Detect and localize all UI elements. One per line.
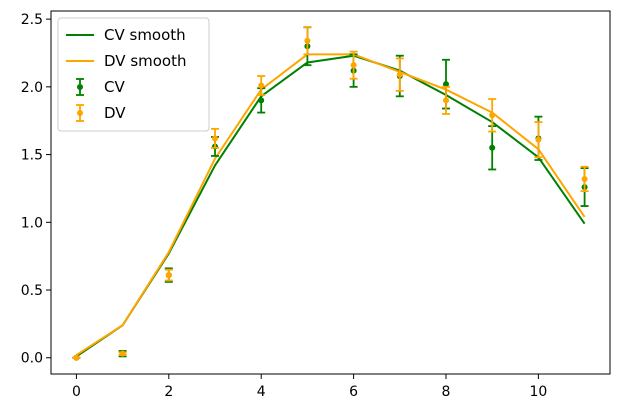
dv-marker <box>258 82 265 89</box>
dv-point <box>257 75 266 96</box>
x-tick-label: 0 <box>72 384 81 400</box>
y-tick-label: 1.5 <box>21 148 43 164</box>
dv-marker <box>489 112 496 119</box>
dv-point <box>441 85 450 115</box>
dv-point <box>580 165 589 193</box>
dv-marker <box>304 37 311 44</box>
dv-point <box>72 354 81 361</box>
dv-marker <box>396 71 403 78</box>
dv-point <box>534 121 543 159</box>
legend-item-cv-smooth: CV smooth <box>66 26 186 44</box>
legend-swatch-marker <box>77 84 83 90</box>
plot-frame <box>50 10 611 375</box>
dv-point <box>303 26 312 56</box>
x-tick-label: 8 <box>442 384 451 400</box>
y-tick-label: 0.5 <box>21 283 43 299</box>
dv-point <box>395 57 404 92</box>
x-tick-label: 6 <box>349 384 358 400</box>
dv-point <box>349 50 358 80</box>
x-tick-label: 4 <box>257 384 266 400</box>
legend-item-dv: DV <box>76 104 126 122</box>
legend-item-dv-smooth: DV smooth <box>66 52 187 70</box>
legend-item-cv: CV <box>76 78 125 96</box>
x-tick-label: 10 <box>529 384 547 400</box>
dv-marker <box>73 354 80 361</box>
legend-label: DV <box>104 104 126 122</box>
legend-swatch-marker <box>77 110 83 116</box>
legend-label: DV smooth <box>104 52 187 70</box>
y-tick-label: 1.0 <box>21 215 43 231</box>
dv-marker <box>165 272 172 279</box>
cv-marker <box>442 81 449 88</box>
dv-point <box>488 98 497 133</box>
dv-marker <box>442 97 449 104</box>
legend-box <box>57 17 210 132</box>
legend-label: CV smooth <box>104 26 186 44</box>
y-tick-label: 2.0 <box>21 80 43 96</box>
dv-marker <box>581 175 588 182</box>
legend: CV smooth DV smooth CV DV <box>57 17 210 132</box>
dv-marker <box>350 62 357 69</box>
cv-point <box>488 125 497 171</box>
x-tick-label: 2 <box>164 384 173 400</box>
y-tick-label: 0.0 <box>21 351 43 367</box>
legend-label: CV <box>104 78 125 96</box>
dv-marker <box>119 350 126 357</box>
dv-point <box>118 350 127 357</box>
dv-marker <box>212 135 219 142</box>
series-line-dv-smooth <box>75 53 586 356</box>
cv-marker <box>258 97 265 104</box>
y-tick-label: 2.5 <box>21 12 43 28</box>
dv-point <box>164 268 173 282</box>
dv-point <box>211 127 220 149</box>
dv-marker <box>535 136 542 143</box>
cv-marker <box>489 144 496 151</box>
